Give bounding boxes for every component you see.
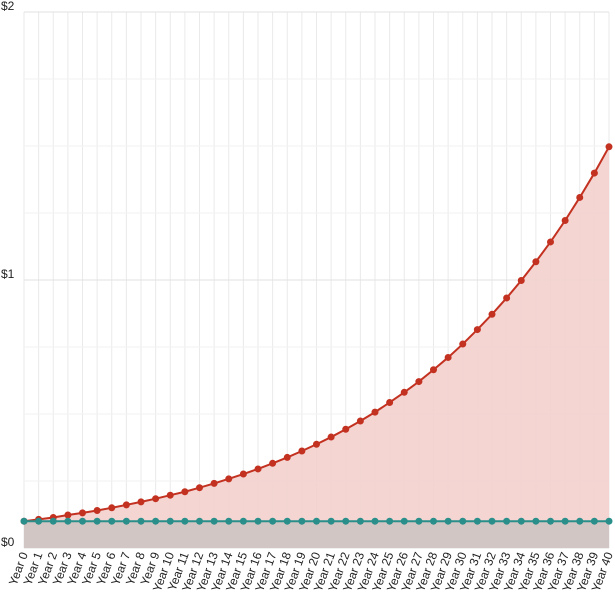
point bbox=[79, 509, 86, 517]
y-tick-label: $0 bbox=[1, 535, 15, 549]
point bbox=[137, 517, 145, 525]
point bbox=[283, 453, 291, 461]
point bbox=[166, 517, 174, 525]
point bbox=[532, 517, 540, 525]
point bbox=[517, 517, 525, 525]
point bbox=[166, 491, 174, 499]
point bbox=[152, 495, 160, 503]
point bbox=[20, 517, 28, 525]
point bbox=[517, 277, 525, 285]
y-tick-label: $2 bbox=[1, 0, 15, 13]
point bbox=[488, 310, 496, 318]
point bbox=[93, 506, 101, 514]
point bbox=[298, 447, 306, 455]
point bbox=[254, 517, 262, 525]
point bbox=[225, 517, 233, 525]
point bbox=[430, 517, 437, 525]
point bbox=[590, 517, 598, 525]
point bbox=[225, 475, 233, 483]
point bbox=[400, 517, 408, 525]
area bbox=[24, 146, 609, 548]
point bbox=[547, 238, 554, 246]
area bbox=[24, 521, 609, 548]
point bbox=[181, 488, 189, 496]
point bbox=[108, 517, 116, 525]
point bbox=[386, 517, 394, 525]
point bbox=[459, 340, 467, 348]
point bbox=[356, 417, 364, 425]
point bbox=[196, 484, 203, 492]
point bbox=[313, 517, 320, 525]
point bbox=[444, 353, 452, 361]
point bbox=[269, 459, 277, 467]
point bbox=[327, 433, 335, 441]
point bbox=[210, 479, 218, 487]
point bbox=[576, 517, 584, 525]
point bbox=[342, 517, 350, 525]
point bbox=[239, 470, 247, 478]
point bbox=[283, 517, 291, 525]
point bbox=[210, 517, 218, 525]
point bbox=[605, 143, 613, 151]
point bbox=[444, 517, 452, 525]
point bbox=[35, 517, 43, 525]
point bbox=[547, 517, 554, 525]
point bbox=[430, 366, 437, 374]
point bbox=[79, 517, 86, 525]
point bbox=[122, 517, 130, 525]
point bbox=[473, 517, 481, 525]
point bbox=[342, 425, 350, 433]
point bbox=[400, 388, 408, 396]
point bbox=[371, 408, 379, 416]
point bbox=[108, 504, 116, 512]
point bbox=[64, 511, 72, 519]
point bbox=[605, 517, 613, 525]
point bbox=[152, 517, 160, 525]
point bbox=[298, 517, 306, 525]
point bbox=[196, 517, 203, 525]
point bbox=[386, 398, 394, 406]
point bbox=[254, 465, 262, 473]
point bbox=[576, 193, 584, 201]
point bbox=[415, 378, 423, 386]
point bbox=[561, 517, 569, 525]
point bbox=[122, 501, 130, 509]
point bbox=[93, 517, 101, 525]
point bbox=[313, 440, 320, 448]
point bbox=[532, 258, 540, 266]
point bbox=[488, 517, 496, 525]
point bbox=[64, 517, 72, 525]
point bbox=[269, 517, 277, 525]
point bbox=[503, 517, 511, 525]
point bbox=[239, 517, 247, 525]
point bbox=[49, 517, 57, 525]
point bbox=[503, 294, 511, 302]
point bbox=[137, 498, 145, 506]
point bbox=[181, 517, 189, 525]
point bbox=[561, 217, 569, 225]
point bbox=[415, 517, 423, 525]
point bbox=[356, 517, 364, 525]
point bbox=[327, 517, 335, 525]
point bbox=[473, 326, 481, 334]
y-tick-label: $1 bbox=[1, 267, 15, 281]
point bbox=[459, 517, 467, 525]
point bbox=[371, 517, 379, 525]
point bbox=[590, 169, 598, 177]
